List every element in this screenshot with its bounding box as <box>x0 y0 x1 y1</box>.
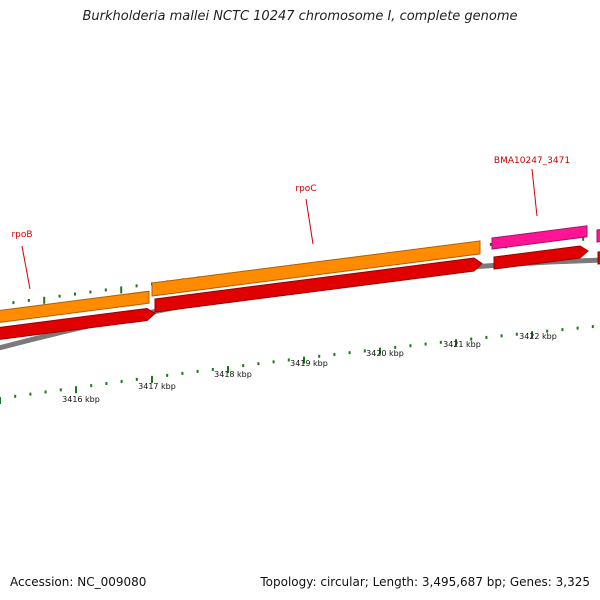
gene-label: rpoC <box>295 184 316 194</box>
rpob-cds-arrow[interactable] <box>0 307 156 340</box>
gene-label: BMA10247_3471 <box>494 156 570 166</box>
bma10247-3471-cds-arrow[interactable] <box>493 245 589 270</box>
bma10247-3471-gene-bar[interactable] <box>491 225 588 250</box>
scale-label: 3416 kbp <box>62 395 100 404</box>
gene-label: rpoB <box>11 230 32 240</box>
label-layer: rpoB rpoC BMA10247_3471 3416 kbp 3417 kbp 341… <box>11 156 570 404</box>
accession-text: Accession: NC_009080 <box>10 575 147 589</box>
rpob-gene-bar[interactable] <box>0 290 150 323</box>
gene-label-leader <box>531 168 538 217</box>
scale-label: 3420 kbp <box>366 349 404 358</box>
scale-label: 3418 kbp <box>214 370 252 379</box>
map-title: Burkholderia mallei NCTC 10247 chromosom… <box>82 9 518 24</box>
gene-label-leader <box>21 245 31 290</box>
scale-tick-ring <box>0 325 594 404</box>
scale-label: 3422 kbp <box>519 332 557 341</box>
rpoc-cds-arrow[interactable] <box>154 257 483 313</box>
scale-label: 3417 kbp <box>138 382 176 391</box>
genome-summary-text: Topology: circular; Length: 3,495,687 bp… <box>260 575 590 589</box>
feature-tracks <box>0 225 600 351</box>
next-gene-bar[interactable] <box>596 228 600 243</box>
scale-label: 3419 kbp <box>290 359 328 368</box>
scale-label: 3421 kbp <box>443 340 481 349</box>
rpoc-gene-bar[interactable] <box>151 240 481 297</box>
gene-label-leader <box>305 198 314 245</box>
